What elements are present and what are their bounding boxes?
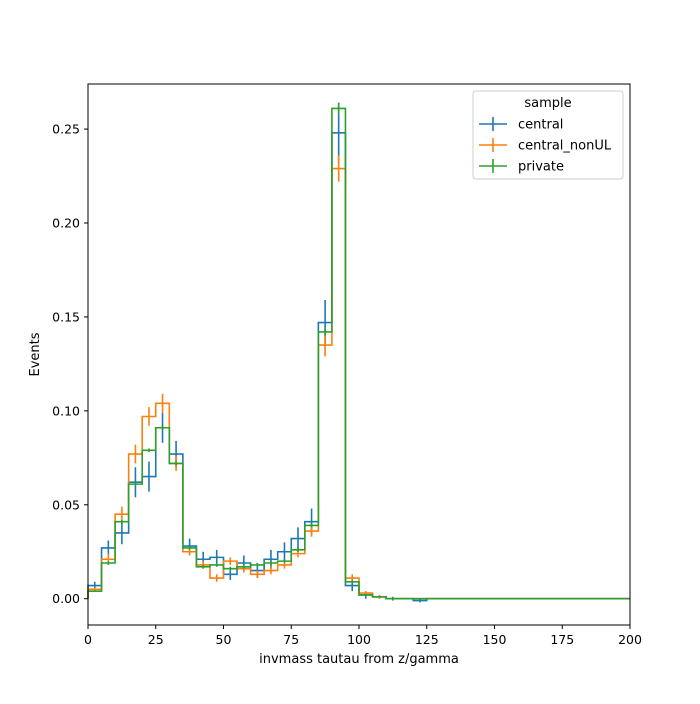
y-tick-label: 0.00 (52, 591, 80, 606)
legend-label: central (518, 118, 563, 133)
x-axis-label: invmass tautau from z/gamma (259, 652, 459, 667)
series-step-line (87, 132, 630, 602)
x-tick-label: 0 (84, 632, 92, 647)
legend-title: sample (524, 96, 571, 111)
x-tick-label: 125 (415, 632, 439, 647)
x-tick-label: 200 (618, 632, 642, 647)
legend-entry: central_nonUL (479, 138, 612, 154)
x-axis-ticks: 0 25 50 75 100 125 150 175 200 (84, 625, 642, 647)
series-step-line (87, 107, 630, 600)
series-private (87, 102, 630, 600)
x-tick-label: 150 (483, 632, 507, 647)
legend-label: private (518, 160, 564, 175)
y-tick-label: 0.25 (52, 122, 80, 137)
x-tick-label: 50 (216, 632, 232, 647)
legend-label: central_nonUL (518, 139, 612, 154)
legend-box (472, 90, 624, 180)
y-tick-label: 0.20 (52, 216, 80, 231)
y-tick-label: 0.10 (52, 403, 80, 418)
series-layer (87, 102, 630, 603)
series-central_nonUL (87, 155, 630, 600)
x-tick-label: 25 (148, 632, 164, 647)
x-tick-label: 100 (347, 632, 371, 647)
y-axis-ticks: 0.00 0.05 0.10 0.15 0.20 0.25 (52, 122, 88, 606)
legend-entry: central (479, 117, 563, 133)
y-axis-label: Events (28, 332, 43, 376)
legend-entry: private (479, 159, 564, 175)
y-tick-label: 0.05 (52, 497, 80, 512)
x-tick-label: 75 (283, 632, 299, 647)
y-tick-label: 0.15 (52, 309, 80, 324)
series-step-line (87, 167, 630, 600)
x-tick-label: 175 (550, 632, 574, 647)
